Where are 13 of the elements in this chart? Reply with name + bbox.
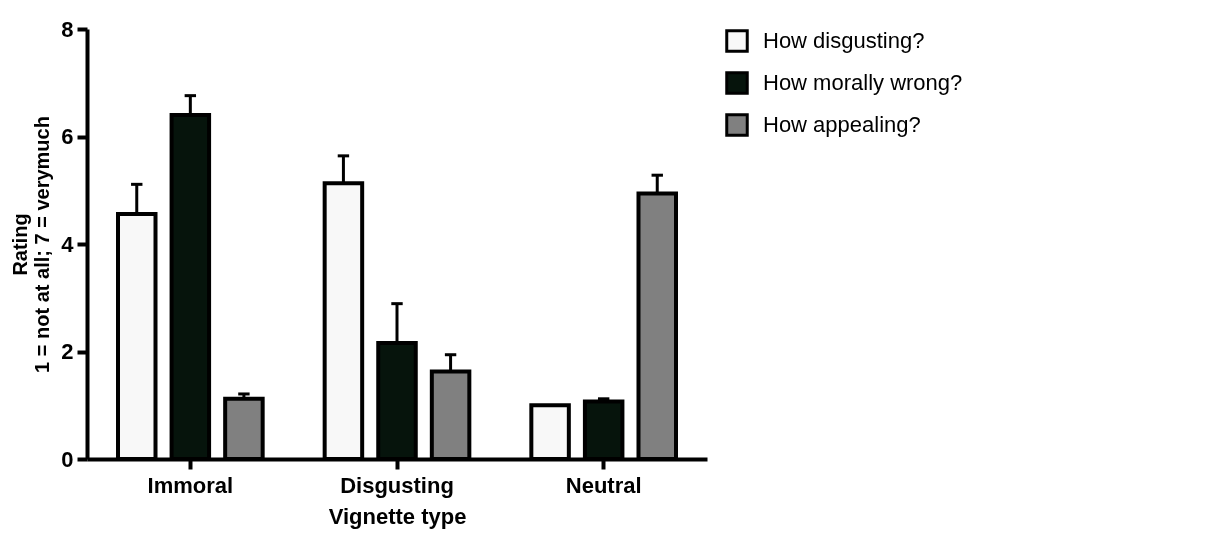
x-tick-label: Disgusting bbox=[340, 472, 454, 498]
legend-label: How appealing? bbox=[763, 112, 921, 137]
x-tick-label: Neutral bbox=[565, 472, 642, 498]
x-tick-label: Immoral bbox=[147, 472, 234, 498]
legend-label: How morally wrong? bbox=[763, 70, 963, 95]
x-axis-title: Vignette type bbox=[328, 503, 467, 529]
y-axis-title: Rating 1 = not at all; 7 = verymuch bbox=[9, 116, 54, 373]
y-tick-label: 8 bbox=[61, 16, 74, 42]
legend-label: How disgusting? bbox=[763, 28, 925, 53]
y-tick-label: 0 bbox=[61, 446, 74, 472]
y-tick-label: 6 bbox=[61, 124, 74, 149]
y-tick-label: 4 bbox=[61, 231, 75, 257]
y-tick-label: 2 bbox=[61, 339, 74, 364]
